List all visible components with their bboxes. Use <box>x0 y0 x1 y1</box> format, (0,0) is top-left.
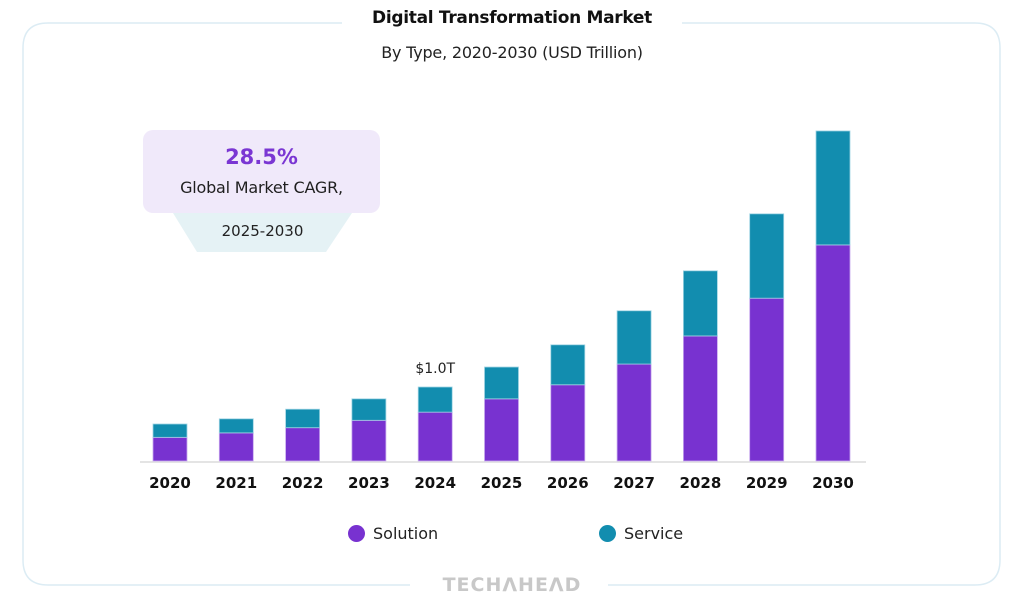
bars-group <box>152 130 851 462</box>
legend-label-solution: Solution <box>373 524 439 543</box>
bar-solution-2027 <box>616 363 652 462</box>
bar-service-2030 <box>815 130 851 246</box>
callout-trapezoid <box>173 213 352 252</box>
bar-service-2020 <box>152 423 188 438</box>
x-tick-label-2023: 2023 <box>348 474 390 492</box>
x-tick-label-2024: 2024 <box>414 474 456 492</box>
bar-solution-2029 <box>749 297 785 462</box>
x-tick-label-2027: 2027 <box>613 474 655 492</box>
chart-title: Digital Transformation Market <box>372 8 652 28</box>
bar-solution-2022 <box>285 427 321 462</box>
bar-solution-2025 <box>484 398 519 462</box>
cagr-callout: 28.5% Global Market CAGR, <box>143 130 380 213</box>
techahead-logo: TECHΛHEΛD <box>442 574 582 596</box>
legend-swatch-service <box>599 525 616 542</box>
bar-service-2023 <box>351 398 387 421</box>
cagr-period: 2025-2030 <box>221 222 304 240</box>
bar-solution-2024 <box>417 411 453 462</box>
bar-solution-2023 <box>351 419 387 462</box>
x-tick-label-2022: 2022 <box>282 474 324 492</box>
x-tick-label-2021: 2021 <box>215 474 257 492</box>
x-tick-label-2020: 2020 <box>149 474 191 492</box>
x-tick-label-2025: 2025 <box>481 474 523 492</box>
frame-border-left <box>22 22 410 586</box>
bar-solution-2021 <box>218 432 254 462</box>
legend-label-service: Service <box>624 524 684 543</box>
chart-subtitle: By Type, 2020-2030 (USD Trillion) <box>381 43 643 62</box>
frame-border-right <box>608 22 1001 586</box>
cagr-label: Global Market CAGR, <box>180 178 343 197</box>
bar-service-2029 <box>749 213 785 299</box>
bar-service-2028 <box>683 270 718 337</box>
bar-service-2025 <box>484 366 519 400</box>
legend-item-service: Service <box>599 524 683 543</box>
x-tick-label-2028: 2028 <box>680 474 722 492</box>
cagr-value: 28.5% <box>225 145 298 169</box>
bar-solution-2026 <box>550 384 586 462</box>
bar-service-2022 <box>285 408 321 429</box>
bar-service-2027 <box>616 310 652 365</box>
data-label-2024: $1.0T <box>415 361 455 377</box>
bar-solution-2020 <box>152 436 188 462</box>
x-tick-label-2029: 2029 <box>746 474 788 492</box>
legend-swatch-solution <box>348 525 365 542</box>
bar-solution-2030 <box>815 244 851 462</box>
x-tick-label-2030: 2030 <box>812 474 854 492</box>
legend-item-solution: Solution <box>348 524 438 543</box>
x-tick-labels: 2020 2021 2022 2023 2024 2025 2026 2027 2028 2029… <box>149 474 854 492</box>
x-tick-label-2026: 2026 <box>547 474 589 492</box>
annotations-group: $1.0T <box>415 361 455 377</box>
bar-service-2024 <box>417 386 453 413</box>
bar-solution-2028 <box>683 335 718 462</box>
bar-service-2026 <box>550 344 586 386</box>
bar-service-2021 <box>218 418 254 434</box>
